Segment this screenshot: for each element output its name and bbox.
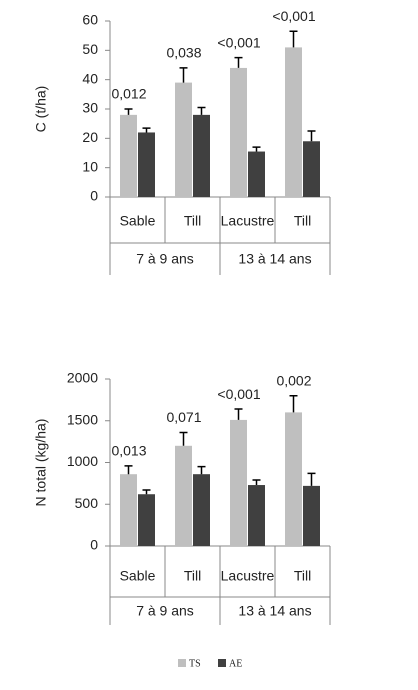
group-label: 13 à 14 ans <box>238 251 311 267</box>
bar <box>248 485 265 546</box>
group-label: 7 à 9 ans <box>136 251 194 267</box>
annotation: 0,002 <box>276 372 311 388</box>
bar <box>193 474 210 546</box>
annotation: <0,001 <box>217 386 260 402</box>
bar <box>230 67 247 197</box>
x-tick-label: Till <box>294 568 311 584</box>
error-bar <box>289 394 298 413</box>
legend-swatch <box>178 659 186 667</box>
annotation: 0,012 <box>111 86 146 102</box>
x-tick-label: Sable <box>120 568 156 584</box>
y-tick-label: 1500 <box>67 411 98 427</box>
x-tick-label: Till <box>184 213 201 229</box>
group-label: 7 à 9 ans <box>136 603 194 619</box>
bar <box>285 47 302 198</box>
bar <box>175 82 192 197</box>
error-bar <box>197 465 206 475</box>
error-bar <box>124 108 133 115</box>
annotation: 0,038 <box>166 45 201 61</box>
y-tick-label: 20 <box>82 129 98 145</box>
error-bar <box>197 106 206 115</box>
error-bar <box>179 67 188 83</box>
y-tick-label: 2000 <box>67 370 98 386</box>
y-tick-label: 60 <box>82 12 98 28</box>
bar <box>193 114 210 197</box>
error-bar <box>124 465 133 475</box>
y-tick-label: 10 <box>82 158 98 174</box>
bar <box>120 474 137 546</box>
bar <box>303 141 320 197</box>
y-axis-title: C (t/ha) <box>33 86 49 133</box>
y-tick-label: 40 <box>82 70 98 86</box>
error-bar <box>252 146 261 152</box>
error-bar <box>289 30 298 48</box>
annotation: <0,001 <box>272 8 315 24</box>
x-tick-label: Lacustre <box>221 213 275 229</box>
x-tick-label: Sable <box>120 213 156 229</box>
bar <box>138 494 155 546</box>
legend-label: TS <box>189 658 201 669</box>
error-bar <box>234 56 243 68</box>
group-label: 13 à 14 ans <box>238 603 311 619</box>
x-tick-label: Till <box>184 568 201 584</box>
bar <box>120 114 137 197</box>
bar <box>303 485 320 546</box>
bar <box>175 445 192 546</box>
x-tick-label: Lacustre <box>221 568 275 584</box>
bar <box>248 151 265 197</box>
x-tick-label: Till <box>294 213 311 229</box>
legend-label: AE <box>229 658 242 669</box>
y-tick-label: 30 <box>82 100 98 116</box>
error-bar <box>179 431 188 446</box>
error-bar <box>234 408 243 420</box>
y-tick-label: 50 <box>82 41 98 57</box>
error-bar <box>142 489 151 495</box>
bar <box>285 412 302 546</box>
y-tick-label: 0 <box>90 188 98 204</box>
legend-swatch <box>218 659 226 667</box>
bar <box>230 419 247 546</box>
y-tick-label: 500 <box>75 495 99 511</box>
error-bar <box>307 472 316 486</box>
error-bar <box>307 130 316 142</box>
error-bar <box>252 479 261 486</box>
annotation: 0,013 <box>111 443 146 459</box>
bar <box>138 132 155 197</box>
annotation: 0,071 <box>166 409 201 425</box>
y-tick-label: 1000 <box>67 453 98 469</box>
annotation: <0,001 <box>217 34 260 50</box>
error-bar <box>142 127 151 133</box>
y-axis-title: N total (kg/ha) <box>33 419 49 507</box>
y-tick-label: 0 <box>90 537 98 553</box>
